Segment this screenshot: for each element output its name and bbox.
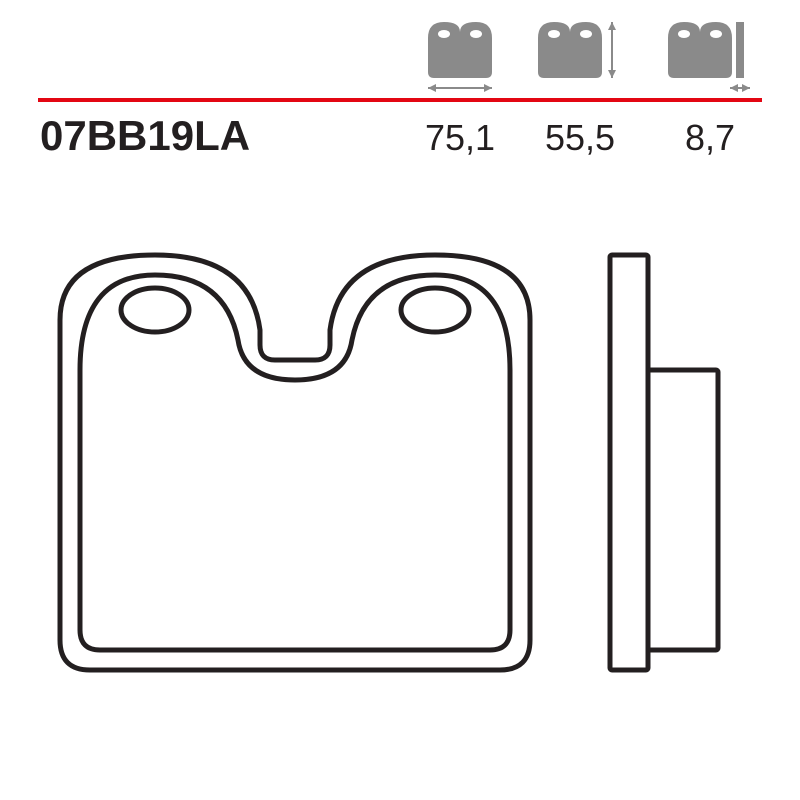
dim-icon-width [428, 22, 492, 92]
header-icons [428, 22, 750, 92]
mounting-hole-left [121, 288, 189, 332]
brake-pad-front [60, 255, 530, 670]
dim-icon-height [538, 22, 616, 78]
dim-thickness: 8,7 [685, 117, 735, 158]
mounting-hole-right [401, 288, 469, 332]
diagram-container: 07BB19LA 75,1 55,5 8,7 [0, 0, 800, 800]
dim-height: 55,5 [545, 117, 615, 158]
dim-icon-thickness [668, 22, 750, 92]
brake-pad-side [610, 255, 718, 670]
diagram-svg: 07BB19LA 75,1 55,5 8,7 [0, 0, 800, 800]
part-number: 07BB19LA [40, 112, 250, 159]
dim-width: 75,1 [425, 117, 495, 158]
